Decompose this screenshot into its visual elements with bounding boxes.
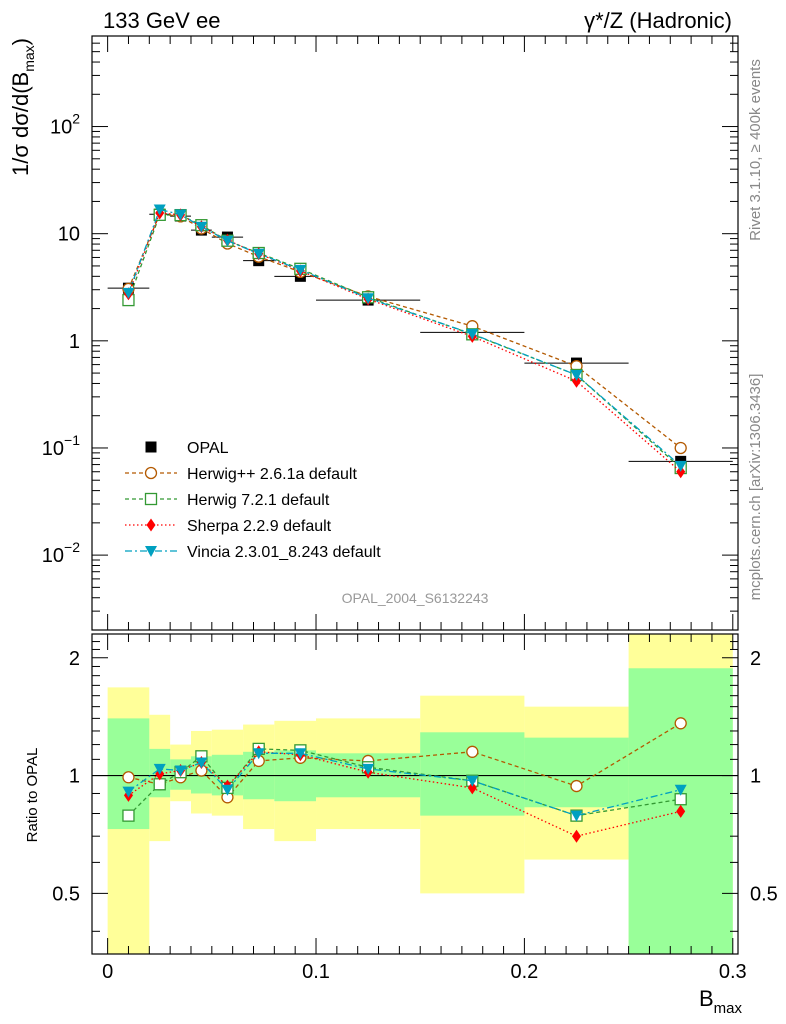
legend-herwig7-marker (144, 492, 158, 506)
vincia-point (570, 369, 583, 381)
vincia-point (174, 209, 187, 221)
header-right: γ*/Z (Hadronic) (584, 8, 732, 33)
vincia-line (127, 208, 682, 467)
ratio-herwigpp-point (570, 779, 583, 793)
y-tick-label: 102 (50, 111, 80, 139)
main-ylabel: 1/σ dσ/d(Bmax) (8, 38, 37, 176)
herwig7-line (127, 214, 682, 469)
vincia-point (195, 221, 208, 233)
x-tick-label: 0.1 (302, 961, 330, 983)
legend-data-marker (145, 441, 157, 453)
legend-sherpa-marker (146, 518, 156, 532)
ratio-y-tick-label-right: 0.5 (750, 883, 778, 905)
legend-sherpa-label: Sherpa 2.2.9 default (187, 518, 332, 535)
ratio-band-inner (420, 732, 525, 816)
ratio-y-tick-label-right: 1 (750, 766, 761, 788)
ratio-vincia-point (466, 775, 479, 787)
x-axis-label: Bmax (699, 986, 743, 1017)
ratio-sherpa-line (128, 751, 681, 837)
ratio-vincia-point (174, 765, 187, 777)
vincia-point (674, 460, 687, 472)
y-tick-label: 10−2 (42, 539, 80, 567)
ratio-frame (91, 633, 739, 955)
ratio-herwigpp-point (674, 717, 687, 730)
legend: OPAL Herwig++ 2.6.1a default Herwig 7.2.1 … (125, 440, 381, 561)
ratio-y-tick-label-left: 2 (69, 648, 80, 670)
ratio-herwig7-point (153, 778, 166, 791)
ratio-vincia-point (674, 784, 687, 796)
ratio-sherpa-point (676, 804, 686, 818)
mcplots-label: mcplots.cern.ch [arXiv:1306.3436] (747, 374, 764, 601)
herwigpp-line (127, 213, 682, 449)
rivet-label: Rivet 3.1.10, ≥ 400k events (747, 59, 764, 241)
vincia-point (122, 287, 135, 299)
ratio-band-inner (524, 737, 629, 808)
vincia-point (221, 235, 234, 247)
legend-herwig7-label: Herwig 7.2.1 default (187, 492, 330, 509)
sherpa-point (572, 374, 581, 388)
ratio-vincia-point (195, 757, 208, 769)
vincia-point (252, 248, 265, 260)
ratio-y-tick-label-left: 1 (69, 766, 80, 788)
ratio-vincia-point (362, 763, 375, 775)
sherpa-line (127, 212, 682, 473)
ratio-vincia-point (153, 763, 166, 775)
ratio-herwigpp-point (466, 745, 479, 758)
ratio-vincia-point (570, 810, 583, 822)
herwigpp-point (674, 441, 687, 455)
legend-vincia-label: Vincia 2.3.01_8.243 default (187, 544, 381, 561)
main-frame (91, 35, 739, 631)
ratio-panel: 0.5 0.5 1 1 2 2 0 0.1 0.2 0.3 (52, 633, 778, 983)
legend-herwigpp-label: Herwig++ 2.6.1a default (187, 466, 357, 483)
ratio-y-tick-label-left: 0.5 (52, 883, 80, 905)
vincia-point (153, 204, 166, 216)
ratio-vincia-point (252, 748, 265, 760)
vincia-point (466, 328, 479, 340)
main-panel: 10−2 10−1 1 10 102 (42, 35, 739, 631)
ratio-herwigpp-point (122, 771, 135, 784)
ratio-herwig7-point (122, 809, 135, 822)
ratio-vincia-point (294, 748, 307, 760)
ratio-vincia-point (122, 786, 135, 798)
ratio-vincia-point (221, 784, 234, 796)
legend-herwigpp-marker (144, 466, 158, 480)
ratio-y-tick-label-right: 2 (750, 648, 761, 670)
legend-data-label: OPAL (187, 440, 229, 457)
ratio-sherpa-point (467, 781, 477, 795)
y-tick-label: 1 (69, 331, 80, 353)
legend-vincia-marker (145, 546, 157, 557)
vincia-point (362, 293, 375, 305)
header-left: 133 GeV ee (103, 8, 220, 33)
analysis-watermark: OPAL_2004_S6132243 (342, 590, 489, 606)
ratio-ylabel: Ratio to OPAL (24, 748, 41, 843)
y-tick-label: 10 (58, 224, 80, 246)
y-tick-label: 10−1 (42, 432, 80, 460)
ratio-sherpa-point (572, 829, 581, 843)
x-tick-label: 0 (102, 961, 113, 983)
vincia-point (294, 264, 307, 276)
x-tick-label: 0.2 (510, 961, 538, 983)
x-tick-label: 0.3 (719, 961, 747, 983)
